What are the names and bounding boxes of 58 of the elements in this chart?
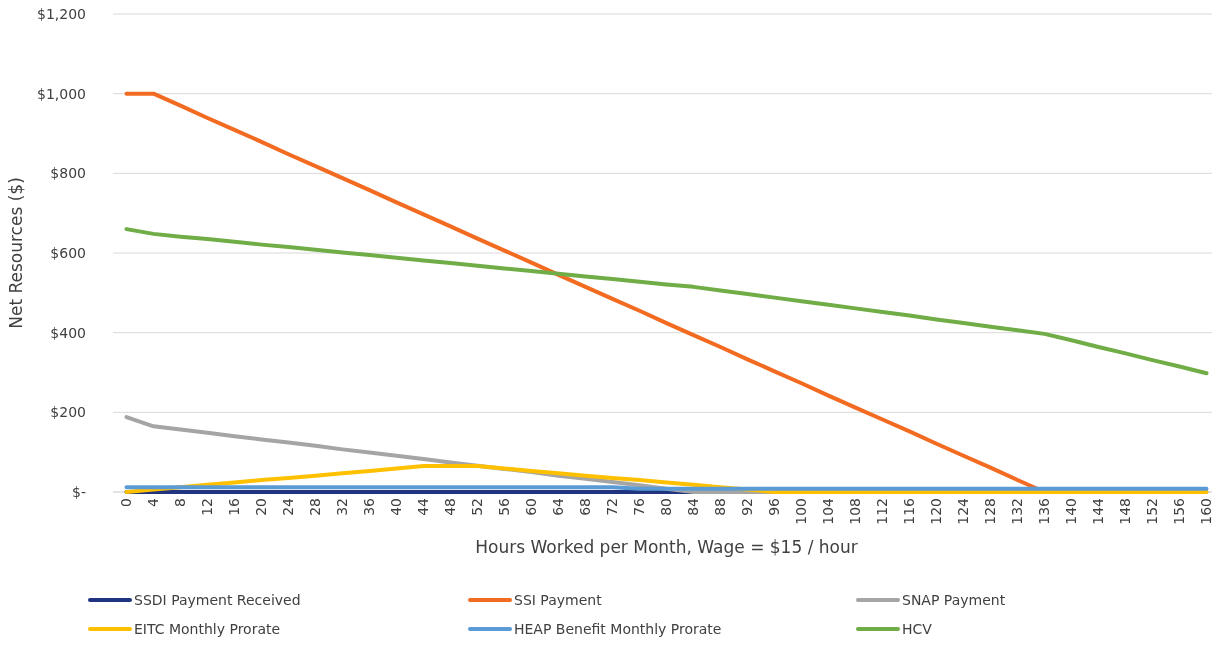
y-tick-label: $200 (50, 404, 86, 421)
x-tick-label: 40 (388, 498, 405, 516)
x-tick-label: 44 (415, 497, 432, 516)
x-tick-label: 156 (1171, 497, 1188, 525)
x-tick-label: 148 (1117, 498, 1134, 525)
y-tick-label: $1,200 (37, 5, 86, 22)
x-tick-label: 120 (928, 498, 945, 525)
x-tick-label: 8 (172, 498, 189, 507)
x-tick-label: 36 (361, 497, 378, 516)
y-tick-label: $400 (50, 324, 86, 341)
x-tick-label: 152 (1144, 498, 1161, 525)
x-tick-label: 80 (658, 498, 675, 516)
x-tick-label: 108 (847, 498, 864, 525)
x-tick-label: 0 (118, 498, 135, 507)
line-series (124, 464, 1209, 494)
x-tick-label: 132 (1009, 498, 1026, 525)
x-tick-label: 32 (334, 498, 351, 516)
x-tick-label: 136 (1036, 497, 1053, 525)
y-axis-title: Net Resources ($) (6, 177, 26, 329)
x-tick-label: 96 (766, 497, 783, 516)
legend-label: HEAP Benefit Monthly Prorate (514, 620, 722, 637)
x-tick-label: 68 (577, 498, 594, 516)
x-tick-label: 112 (874, 498, 891, 525)
x-tick-label: 16 (226, 497, 243, 516)
x-tick-label: 4 (145, 497, 162, 507)
y-tick-label: $1,000 (37, 85, 86, 102)
line-series (124, 227, 1209, 376)
x-tick-label: 144 (1090, 497, 1107, 525)
x-tick-label: 100 (793, 498, 810, 525)
legend-label: SNAP Payment (902, 591, 1006, 608)
x-tick-label: 64 (550, 497, 567, 516)
x-tick-label: 60 (523, 498, 540, 516)
x-tick-label: 12 (199, 498, 216, 516)
x-tick-label: 28 (307, 498, 324, 516)
x-tick-label: 124 (955, 497, 972, 525)
legend-label: EITC Monthly Prorate (134, 620, 281, 637)
x-tick-label: 56 (496, 497, 513, 516)
legend-label: HCV (902, 620, 933, 637)
x-tick-label: 116 (901, 497, 918, 525)
x-tick-label: 104 (820, 497, 837, 525)
y-tick-label: $600 (50, 244, 86, 261)
y-tick-label: $800 (50, 165, 86, 182)
legend-label: SSDI Payment Received (134, 591, 301, 608)
x-tick-label: 76 (631, 497, 648, 516)
x-axis-title: Hours Worked per Month, Wage = $15 / hour (475, 537, 858, 557)
legend-label: SSI Payment (514, 591, 603, 608)
x-tick-label: 24 (280, 497, 297, 516)
y-tick-label: $- (72, 483, 86, 500)
x-tick-label: 20 (253, 498, 270, 516)
x-tick-label: 160 (1198, 498, 1215, 525)
x-tick-label: 48 (442, 498, 459, 516)
x-tick-label: 128 (982, 498, 999, 525)
x-tick-label: 92 (739, 498, 756, 516)
x-tick-label: 88 (712, 498, 729, 516)
x-tick-label: 52 (469, 498, 486, 516)
x-tick-label: 84 (685, 497, 702, 516)
x-tick-label: 140 (1063, 498, 1080, 525)
x-tick-label: 72 (604, 498, 621, 516)
